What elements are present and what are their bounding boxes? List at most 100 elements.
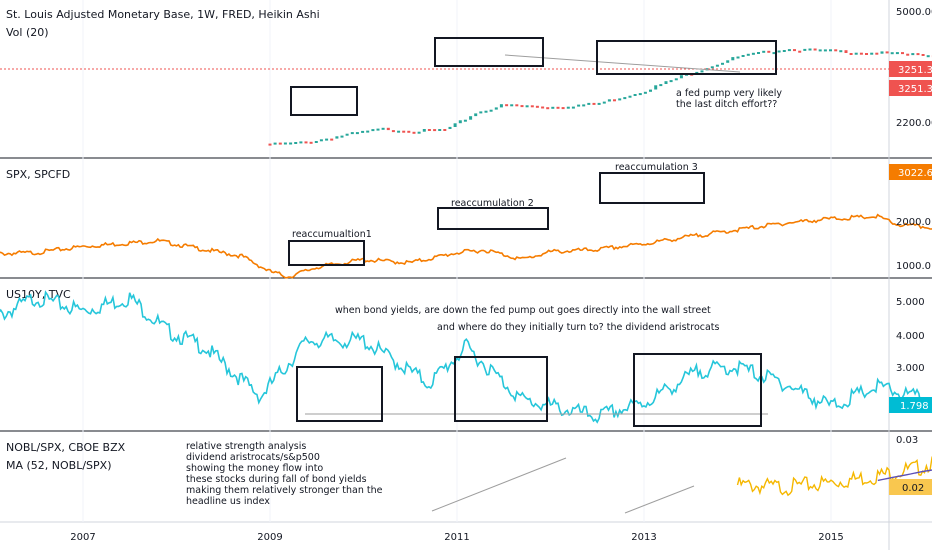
candle	[710, 66, 714, 69]
candle	[566, 106, 570, 109]
candle	[391, 130, 395, 133]
x-axis: 20072009201120132015201720192020202120	[70, 532, 843, 543]
candle	[469, 116, 473, 120]
candle	[474, 113, 478, 117]
candle	[438, 129, 442, 131]
pane3-ytick-3: 3.000	[896, 363, 925, 374]
candle	[458, 120, 462, 124]
rs-note-line4: these stocks during fall of bond yields	[186, 474, 367, 485]
candle	[515, 104, 519, 107]
candle	[772, 52, 776, 55]
candle	[427, 129, 431, 131]
candle	[448, 126, 452, 129]
candle	[618, 98, 622, 101]
box-3	[596, 40, 777, 75]
candle	[895, 52, 899, 55]
candle	[433, 129, 437, 132]
gridlines	[82, 0, 832, 522]
candle	[366, 130, 370, 133]
candle	[304, 141, 308, 144]
candle	[859, 52, 863, 55]
candle	[726, 60, 730, 63]
candle	[870, 52, 874, 55]
yield-box-1	[296, 366, 383, 422]
candle	[422, 129, 426, 132]
candle	[278, 142, 282, 145]
candle	[643, 91, 647, 94]
candle	[571, 106, 575, 109]
candle	[587, 102, 591, 105]
candle	[402, 130, 406, 133]
candle	[489, 109, 493, 112]
candle	[273, 142, 277, 145]
reaccumulation-box-1	[288, 240, 365, 266]
candle	[484, 110, 488, 113]
candle	[417, 131, 421, 134]
candle	[376, 128, 380, 131]
candle	[813, 48, 817, 51]
us10y-price-badge	[889, 397, 932, 413]
candle	[803, 48, 807, 51]
candle	[535, 105, 539, 108]
candle	[443, 129, 447, 131]
candle	[906, 53, 910, 56]
candle	[767, 50, 771, 53]
candle	[731, 57, 735, 61]
pane1-title: St. Louis Adjusted Monetary Base, 1W, FR…	[6, 8, 320, 21]
x-tick-label: 2011	[444, 532, 469, 543]
candle	[664, 81, 668, 84]
candle	[407, 130, 411, 133]
bond-note-line2: and where do they initially turn to? the…	[437, 322, 720, 333]
pane-spx: SPX, SPCFD reaccumualtion1 reaccumulatio…	[0, 162, 932, 279]
reaccumulation-label-3: reaccumulation 3	[615, 162, 698, 173]
pane-nobl-spx: NOBL/SPX, CBOE BZX MA (52, NOBL/SPX) rel…	[6, 435, 932, 514]
fed-pump-note-line1: a fed pump very likely	[676, 88, 782, 99]
candle	[494, 107, 498, 110]
candle	[741, 55, 745, 57]
candle	[283, 142, 287, 145]
candle	[921, 54, 925, 56]
candle	[350, 132, 354, 135]
fed-pump-note-line2: the last ditch effort??	[676, 99, 777, 110]
candle	[674, 78, 678, 81]
candle	[525, 105, 529, 108]
candle	[890, 52, 894, 55]
candle	[834, 49, 838, 52]
pane4-ytick-003: 0.03	[896, 435, 918, 446]
candle	[592, 102, 596, 105]
candle	[607, 99, 611, 102]
candle	[371, 129, 375, 132]
price-badge-2-text: 3251.38	[898, 84, 932, 95]
candle	[777, 50, 781, 53]
pane2-ytick-2000: 2000.0	[896, 217, 931, 228]
candle	[541, 106, 545, 109]
candle	[520, 105, 524, 108]
x-tick-label: 2015	[818, 532, 843, 543]
candle	[839, 50, 843, 53]
candle	[397, 130, 401, 133]
candle	[546, 107, 550, 110]
candle	[335, 136, 339, 139]
candle	[510, 104, 514, 107]
candle	[623, 97, 627, 100]
pane-us10y: US10Y, TVC when bond yields, are down th…	[0, 288, 932, 427]
candle	[299, 141, 303, 144]
trend-line-4	[624, 485, 695, 514]
x-tick-label: 2013	[631, 532, 656, 543]
pane2-title: SPX, SPCFD	[6, 168, 70, 181]
candle	[823, 49, 827, 52]
candle	[700, 70, 704, 73]
candle	[916, 53, 920, 56]
spx-price-badge	[889, 164, 932, 180]
trend-line-1	[504, 54, 741, 73]
nobl-spx-line	[736, 455, 932, 497]
us10y-line	[0, 290, 932, 424]
candle	[679, 75, 683, 79]
candle	[751, 52, 755, 55]
yield-box-2	[454, 356, 548, 422]
candle	[463, 119, 467, 122]
spx-price-badge-text: 3022.6	[898, 168, 932, 179]
candle	[649, 89, 652, 92]
